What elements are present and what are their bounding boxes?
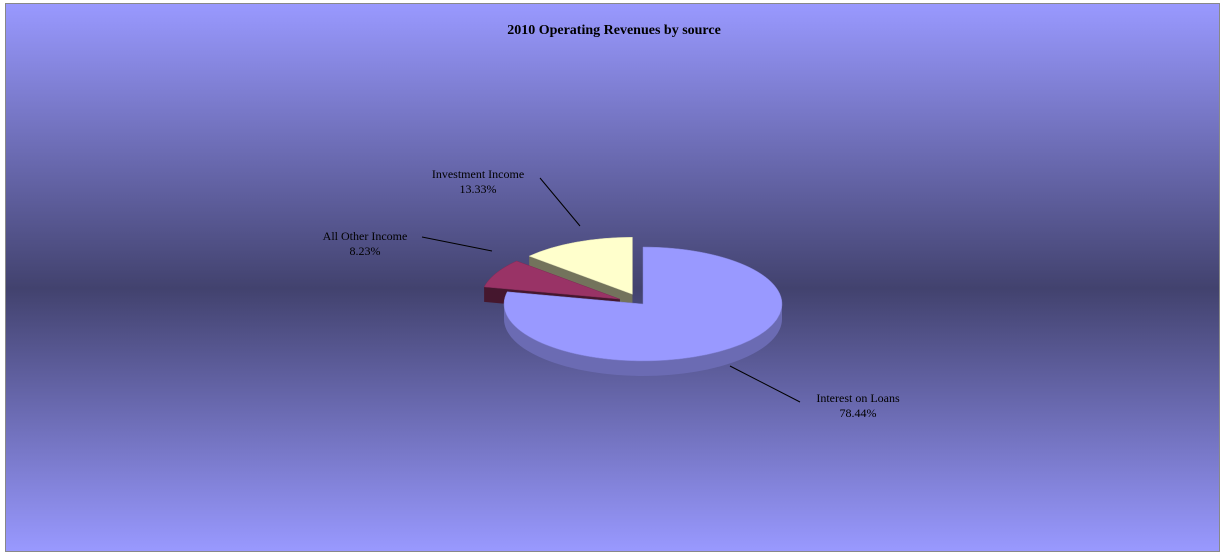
leader-line xyxy=(421,236,493,252)
slice xyxy=(503,246,783,362)
slice-side xyxy=(504,304,782,376)
chart-title: 2010 Operating Revenues by source xyxy=(507,23,721,38)
slice-value-label: 13.33% xyxy=(460,182,497,196)
slice-label: All Other Income xyxy=(323,229,408,243)
slice xyxy=(528,237,633,295)
slice-label: Investment Income xyxy=(432,167,524,181)
slice-value-label: 78.44% xyxy=(840,406,877,420)
leader-line xyxy=(539,177,581,227)
slice xyxy=(483,260,620,300)
leader-line xyxy=(729,365,801,403)
slice-value-label: 8.23% xyxy=(350,244,381,258)
slice-label: Interest on Loans xyxy=(816,391,900,405)
